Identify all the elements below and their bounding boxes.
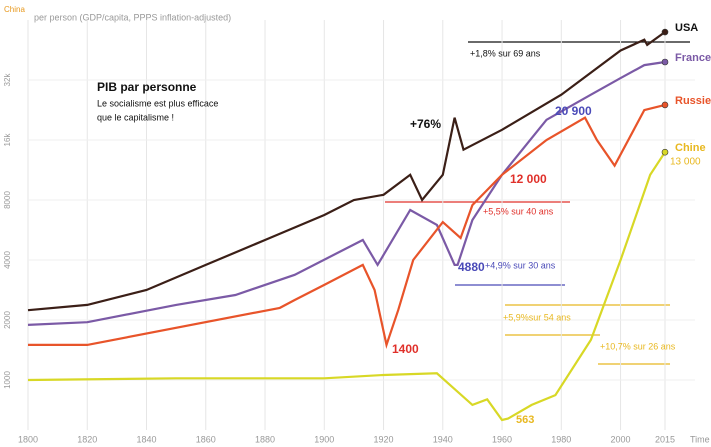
series-label: USA: [675, 22, 698, 34]
annotation: +5,5% sur 40 ans: [483, 206, 554, 216]
x-tick-label: 1940: [433, 434, 453, 444]
x-tick-label: 1980: [551, 434, 571, 444]
x-tick-label: 2000: [611, 434, 631, 444]
annotation: +1,8% sur 69 ans: [470, 48, 541, 58]
annotation: 13 000: [670, 157, 701, 168]
end-point: [661, 58, 669, 66]
x-axis-label: Time: [690, 434, 710, 444]
series-label: Chine: [675, 142, 706, 154]
annotation: 563: [516, 414, 534, 426]
series-line: [27, 151, 666, 422]
end-point: [661, 101, 669, 109]
header-left: China: [4, 5, 25, 14]
x-tick-label: 1920: [374, 434, 394, 444]
end-point: [661, 148, 669, 156]
annotation: 4880: [458, 260, 485, 274]
annotation: +76%: [410, 117, 441, 131]
y-tick-label: 2000: [3, 311, 12, 329]
series-label: Russie: [675, 95, 711, 107]
y-tick-label: 8000: [3, 191, 12, 209]
x-tick-label: 1860: [196, 434, 216, 444]
x-tick-label: 1840: [136, 434, 156, 444]
series-line: [27, 60, 666, 326]
y-tick-label: 32k: [3, 73, 12, 87]
annotation: +4,9% sur 30 ans: [485, 260, 556, 270]
x-tick-label: 1800: [18, 434, 38, 444]
annotation: +5,9%sur 54 ans: [503, 312, 571, 322]
annotation: que le capitalisme !: [97, 112, 174, 122]
series-line: [28, 103, 666, 350]
annotation: +10,7% sur 26 ans: [600, 341, 676, 351]
y-tick-label: 16k: [3, 133, 12, 147]
annotation: 20 900: [555, 104, 592, 118]
series-line: [27, 31, 666, 312]
x-tick-label: 1900: [314, 434, 334, 444]
annotation: 12 000: [510, 172, 547, 186]
annotation: PIB par personne: [97, 80, 197, 94]
end-point: [661, 28, 669, 36]
x-tick-label: 1880: [255, 434, 275, 444]
x-tick-label: 1960: [492, 434, 512, 444]
x-tick-label: 2015: [655, 434, 675, 444]
y-tick-label: 4000: [3, 251, 12, 269]
series-label: France: [675, 52, 711, 64]
y-tick-label: 1000: [3, 371, 12, 389]
subtitle: per person (GDP/capita, PPPS inflation-a…: [34, 12, 231, 22]
annotation: Le socialisme est plus efficace: [97, 98, 218, 108]
annotation: 1400: [392, 342, 419, 356]
x-tick-label: 1820: [77, 434, 97, 444]
